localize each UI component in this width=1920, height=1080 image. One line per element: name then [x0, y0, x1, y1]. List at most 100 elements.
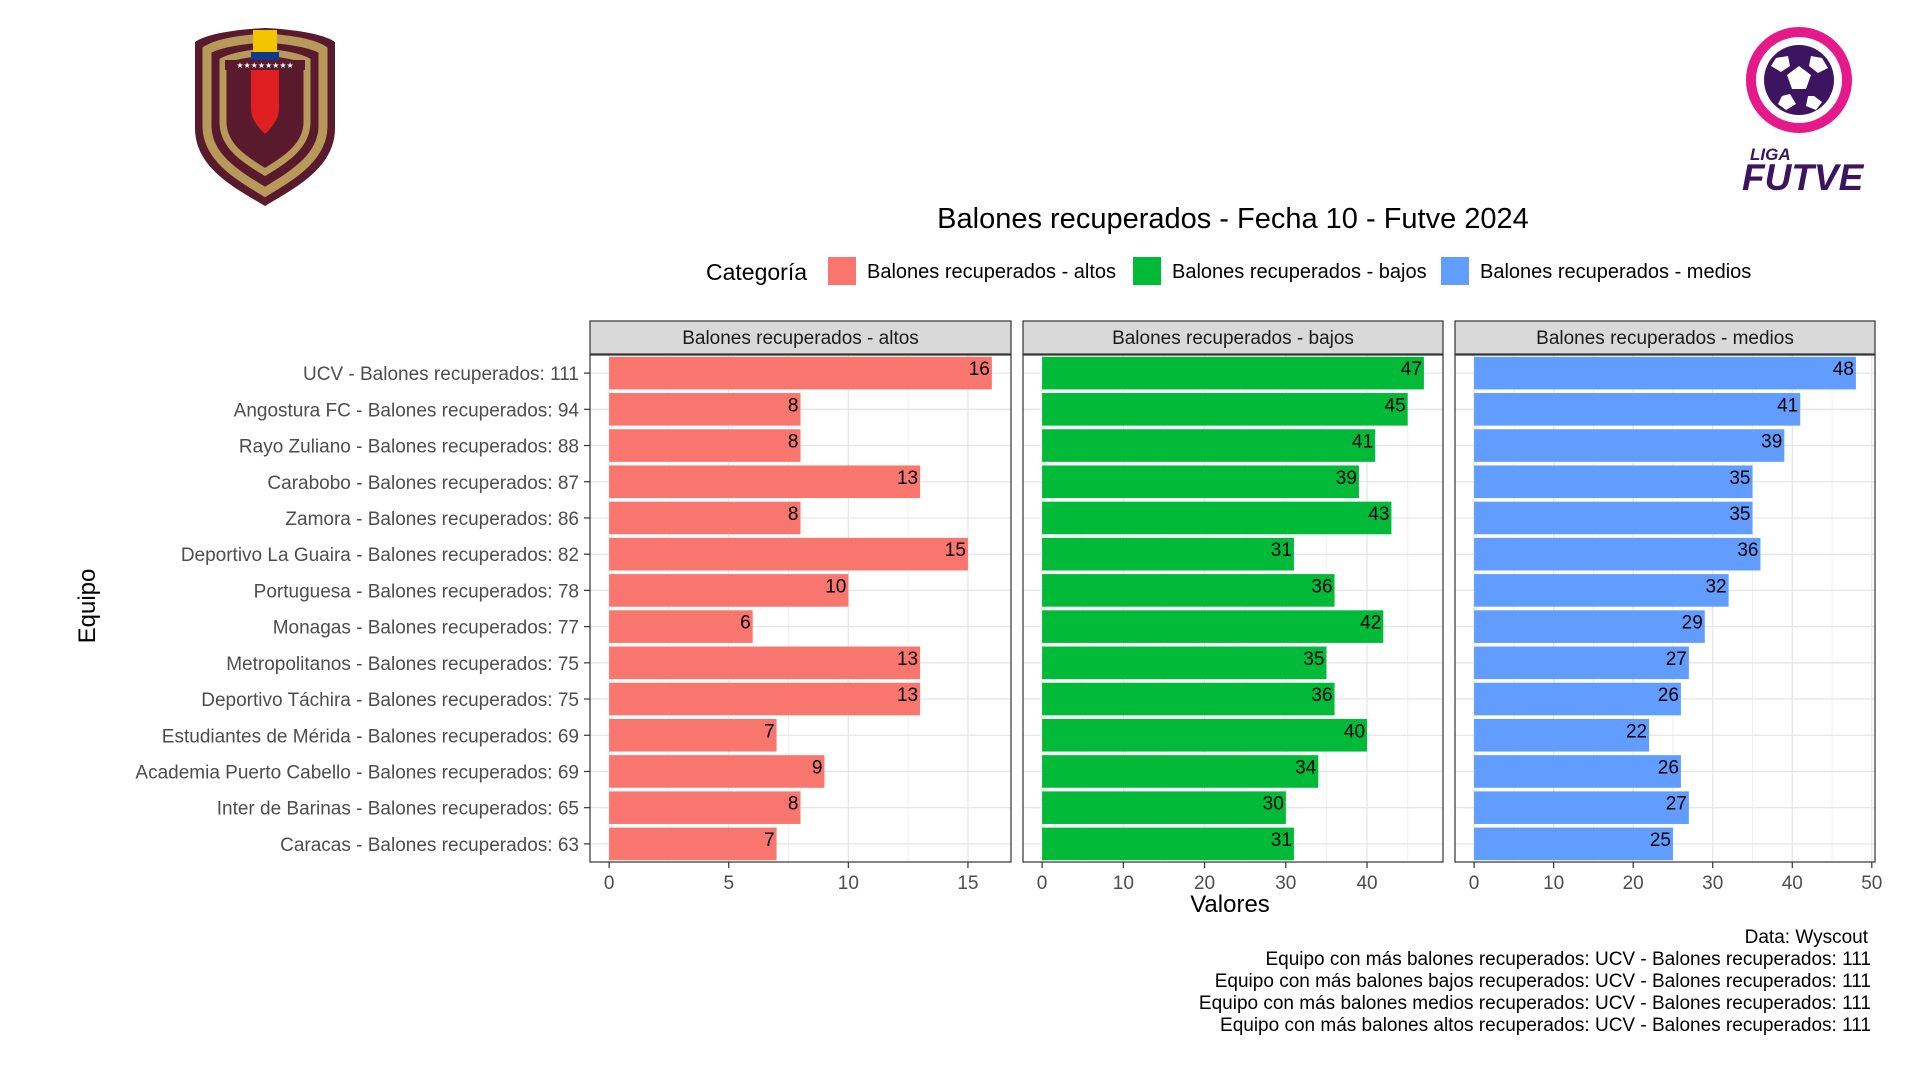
bar-bajos-inter-de-barinas [1042, 791, 1286, 824]
legend-label-altos: Balones recuperados - altos [867, 261, 1116, 283]
y-tick-label-angostura-fc: Angostura FC - Balones recuperados: 94 [234, 400, 580, 421]
facet-strip-label-medios: Balones recuperados - medios [1536, 328, 1794, 349]
bar-bajos-portuguesa [1042, 574, 1335, 607]
facet-panels: Balones recuperados - altos 16 8 8 13 8 15 10 6 1… [589, 320, 1882, 894]
bar-altos-angostura-fc [609, 393, 801, 426]
bar-bajos-rayo-zuliano [1042, 429, 1376, 462]
bar-altos-estudiantes-de-merida [609, 718, 777, 752]
bar-bajos-estudiantes-de-merida [1042, 718, 1368, 752]
data-label-altos-estudiantes-de-merida: 7 [764, 721, 775, 742]
bar-bajos-angostura-fc [1042, 393, 1408, 426]
bar-medios-deportivo-la-guaira [1474, 537, 1761, 571]
data-label-bajos-metropolitanos: 35 [1303, 649, 1324, 670]
bar-altos-ucv [609, 356, 992, 390]
y-tick-label-carabobo: Carabobo - Balones recuperados: 87 [267, 473, 579, 494]
y-tick-label-deportivo-la-guaira: Deportivo La Guaira - Balones recuperado… [181, 545, 579, 566]
data-label-medios-portuguesa: 32 [1705, 576, 1726, 597]
x-tick-label-altos: 5 [723, 873, 734, 894]
facet-panel-medios: Balones recuperados - medios 48 41 39 35 35 36… [1454, 320, 1882, 894]
caption-line-altos: Equipo con más balones altos recuperados… [1220, 1015, 1871, 1036]
data-label-medios-caracas: 25 [1650, 830, 1671, 851]
data-label-bajos-deportivo-la-guaira: 31 [1271, 540, 1292, 561]
legend-title: Categoría [706, 259, 807, 285]
data-label-medios-ucv: 48 [1833, 359, 1854, 380]
bar-medios-carabobo [1474, 465, 1753, 499]
data-label-medios-zamora: 35 [1729, 504, 1750, 525]
data-label-bajos-academia-puerto-cabello: 34 [1295, 757, 1317, 778]
data-label-bajos-portuguesa: 36 [1311, 576, 1332, 597]
bar-medios-academia-puerto-cabello [1474, 755, 1681, 788]
legend-label-medios: Balones recuperados - medios [1480, 261, 1751, 283]
legend-key-bajos [1133, 257, 1161, 285]
panel-border [1454, 354, 1876, 863]
data-label-medios-monagas: 29 [1682, 613, 1703, 634]
data-label-altos-academia-puerto-cabello: 9 [812, 757, 823, 778]
facet-strip-label-bajos: Balones recuperados - bajos [1112, 328, 1354, 349]
bar-altos-deportivo-la-guaira [609, 537, 968, 571]
data-label-bajos-angostura-fc: 45 [1385, 395, 1406, 416]
y-tick-label-monagas: Monagas - Balones recuperados: 77 [273, 618, 579, 639]
caption-line-bajos: Equipo con más balones bajos recuperados… [1215, 971, 1871, 992]
facet-strip-label-altos: Balones recuperados - altos [682, 328, 919, 349]
liga-logo-text: LIGA [1750, 145, 1791, 164]
bar-bajos-deportivo-la-guaira [1042, 537, 1294, 571]
facet-panel-bajos: Balones recuperados - bajos 47 45 41 39 43 31 3… [1022, 320, 1444, 894]
y-tick-label-metropolitanos: Metropolitanos - Balones recuperados: 75 [226, 654, 579, 675]
data-label-bajos-carabobo: 39 [1336, 468, 1357, 489]
bar-altos-rayo-zuliano [609, 429, 801, 462]
data-label-medios-deportivo-la-guaira: 36 [1737, 540, 1758, 561]
legend-item-altos: Balones recuperados - altos [828, 257, 1116, 285]
y-axis-labels: UCV - Balones recuperados: 111 Angostura … [135, 364, 590, 856]
legend-key-medios [1441, 257, 1469, 285]
y-tick-label-portuguesa: Portuguesa - Balones recuperados: 78 [254, 581, 579, 602]
bar-altos-zamora [609, 501, 801, 535]
svg-text:★★★★★★★★: ★★★★★★★★ [236, 61, 293, 70]
data-label-altos-caracas: 7 [764, 830, 775, 851]
bar-bajos-carabobo [1042, 465, 1359, 499]
data-label-altos-monagas: 6 [740, 613, 751, 634]
data-label-medios-estudiantes-de-merida: 22 [1626, 721, 1647, 742]
facet-strip-medios [1454, 320, 1876, 355]
data-label-altos-inter-de-barinas: 8 [788, 794, 799, 815]
bar-medios-caracas [1474, 827, 1673, 861]
bar-medios-monagas [1474, 610, 1705, 643]
data-label-bajos-zamora: 43 [1368, 504, 1389, 525]
bar-medios-portuguesa [1474, 574, 1729, 607]
bar-medios-zamora [1474, 501, 1753, 535]
y-tick-label-zamora: Zamora - Balones recuperados: 86 [285, 509, 579, 530]
bar-altos-caracas [609, 827, 777, 861]
bar-medios-rayo-zuliano [1474, 429, 1785, 462]
caption-line-total: Equipo con más balones recuperados: UCV … [1265, 949, 1871, 970]
data-label-altos-metropolitanos: 13 [897, 649, 918, 670]
x-tick-label-bajos: 30 [1275, 873, 1296, 894]
legend: Categoría Balones recuperados - altos Ba… [706, 257, 1751, 285]
bar-altos-carabobo [609, 465, 921, 499]
x-tick-label-altos: 10 [838, 873, 859, 894]
data-label-altos-ucv: 16 [969, 359, 990, 380]
y-axis-title: Equipo [74, 569, 101, 644]
data-label-altos-carabobo: 13 [897, 468, 918, 489]
data-label-altos-deportivo-la-guaira: 15 [945, 540, 966, 561]
data-label-medios-metropolitanos: 27 [1666, 649, 1687, 670]
x-tick-label-altos: 15 [957, 873, 978, 894]
y-tick-label-rayo-zuliano: Rayo Zuliano - Balones recuperados: 88 [239, 437, 579, 458]
liga-futve-logo: LIGA FUTVE [1742, 27, 1865, 198]
legend-key-altos [828, 257, 856, 285]
data-label-bajos-deportivo-tachira: 36 [1311, 685, 1332, 706]
x-axis-title: Valores [1190, 891, 1270, 918]
panel-border [1022, 354, 1444, 863]
bar-altos-metropolitanos [609, 646, 921, 680]
futve-logo-text: FUTVE [1742, 157, 1865, 198]
y-tick-label-academia-puerto-cabello: Academia Puerto Cabello - Balones recupe… [135, 762, 579, 783]
bar-bajos-ucv [1042, 356, 1424, 390]
data-label-altos-rayo-zuliano: 8 [788, 432, 799, 453]
x-tick-label-bajos: 0 [1037, 873, 1048, 894]
y-tick-label-caracas: Caracas - Balones recuperados: 63 [280, 835, 579, 856]
data-label-altos-zamora: 8 [788, 504, 799, 525]
caption: Data: Wyscout Equipo con más balones rec… [1199, 927, 1871, 1036]
federation-crest-logo: ★★★★★★★★ [195, 28, 335, 206]
bar-medios-inter-de-barinas [1474, 791, 1689, 824]
data-label-medios-academia-puerto-cabello: 26 [1658, 757, 1679, 778]
y-tick-label-ucv: UCV - Balones recuperados: 111 [303, 364, 579, 385]
